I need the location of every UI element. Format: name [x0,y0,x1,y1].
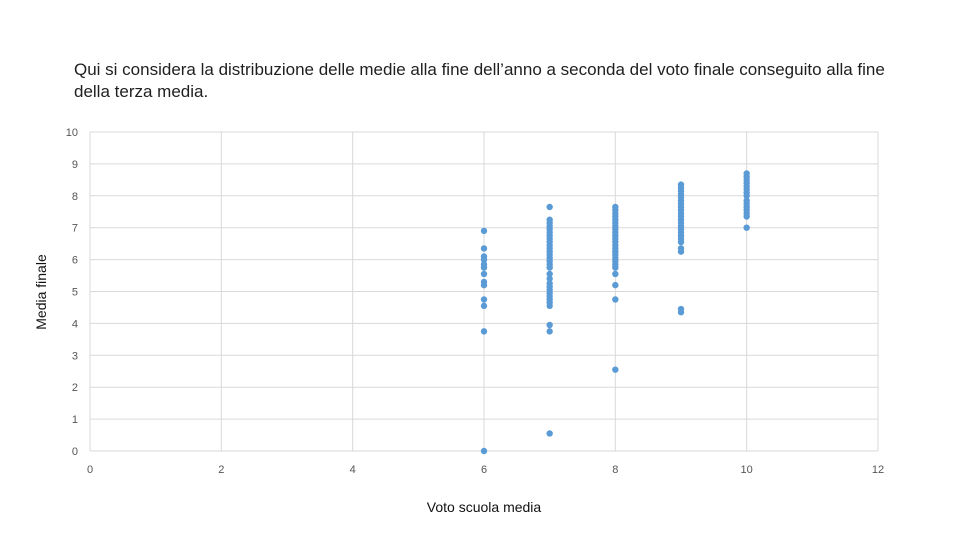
chart-title: Qui si considera la distribuzione delle … [74,60,885,101]
data-point [743,170,750,177]
data-point [480,261,488,268]
y-tick-label: 6 [72,255,78,267]
data-point [480,447,488,455]
data-point [480,253,488,260]
data-point [480,270,488,278]
y-tick-label: 4 [72,318,78,330]
data-point [480,296,488,303]
data-point [546,275,553,282]
y-tick-label: 9 [72,159,78,171]
y-tick-label: 2 [72,382,78,394]
y-axis-ticks: 0 1 2 3 4 5 6 7 8 9 10 [66,127,78,458]
data-point [480,227,488,235]
x-axis-label: Voto scuola media [427,499,542,515]
data-point [546,203,553,211]
x-tick-label: 6 [481,464,487,476]
data-point [612,281,619,289]
data-point [743,197,750,204]
x-axis-ticks: 0 2 4 6 8 10 12 [87,464,884,476]
data-point [480,302,488,310]
data-point [480,328,488,335]
x-tick-label: 4 [350,464,356,476]
y-tick-label: 3 [72,350,78,362]
data-point [612,203,619,211]
data-point [546,430,553,437]
y-tick-label: 0 [72,446,78,458]
y-tick-label: 8 [72,191,78,203]
data-point [546,216,553,223]
data-point [677,181,685,188]
y-tick-label: 5 [72,287,78,299]
data-point [480,278,488,286]
data-points [480,170,750,455]
data-point [480,245,488,252]
data-point [546,321,553,329]
x-tick-label: 2 [218,464,224,476]
data-point [546,270,553,278]
data-point [677,305,685,313]
y-axis-label: Media finale [33,254,49,330]
x-tick-label: 0 [87,464,93,476]
data-point [546,328,553,335]
grid-lines [89,131,879,452]
y-tick-label: 1 [72,414,78,426]
y-tick-label: 10 [66,127,78,139]
y-tick-label: 7 [72,223,78,235]
data-point [743,224,750,231]
data-point [612,296,619,303]
x-tick-label: 12 [872,464,884,476]
x-tick-label: 8 [612,464,618,476]
data-point [612,366,619,373]
data-point [677,245,685,252]
data-point [546,280,553,287]
data-point [612,270,619,278]
x-tick-label: 10 [741,464,753,476]
